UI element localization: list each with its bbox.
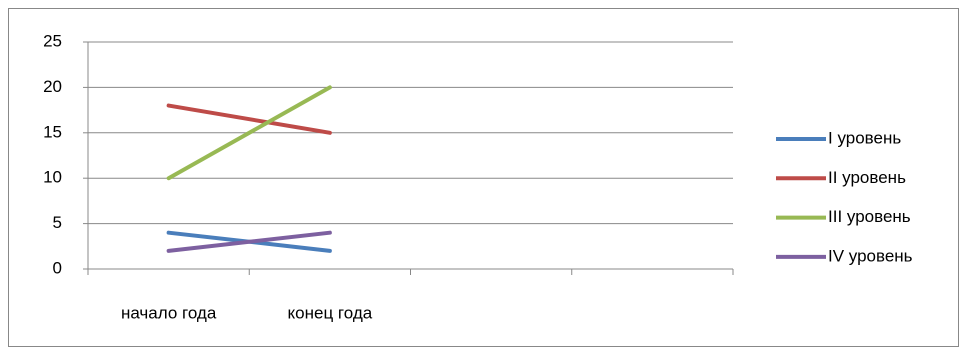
legend-label: III уровень	[828, 207, 911, 226]
y-tick-label: 15	[43, 122, 62, 141]
y-tick-label: 5	[53, 213, 62, 232]
y-tick-label: 0	[53, 258, 62, 277]
series-line	[166, 85, 332, 181]
legend-label: II уровень	[828, 168, 906, 187]
legend-label: IV уровень	[828, 246, 913, 265]
series-line	[166, 103, 332, 135]
y-tick-label: 20	[43, 77, 62, 96]
y-tick-label: 10	[43, 168, 62, 187]
x-tick-label: начало года	[121, 303, 217, 322]
series-line	[166, 230, 332, 253]
y-tick-label: 25	[43, 31, 62, 50]
legend-label: I уровень	[828, 128, 901, 147]
x-tick-label: конец года	[288, 303, 373, 322]
